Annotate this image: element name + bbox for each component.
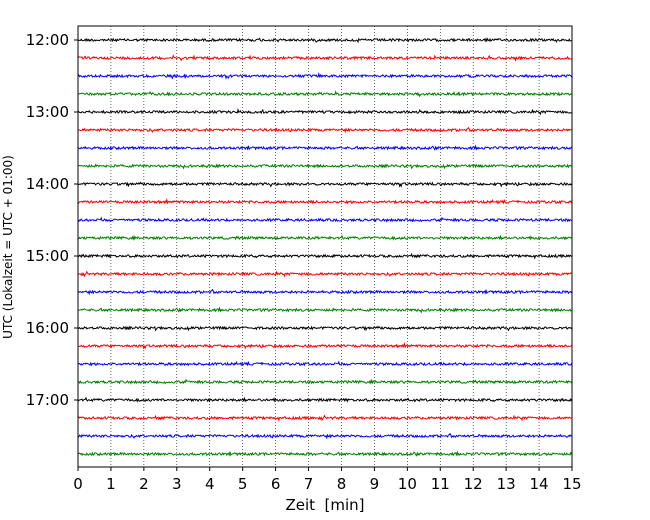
trace-line xyxy=(77,90,572,98)
x-axis-label: Zeit [min] xyxy=(285,496,364,514)
plot-frame xyxy=(77,25,573,468)
x-tick-label: 10 xyxy=(398,475,417,493)
x-tick-label: 11 xyxy=(431,475,450,493)
x-tick-label: 9 xyxy=(370,475,380,493)
y-tick-label: 12:00 xyxy=(26,31,69,49)
trace-line xyxy=(77,288,573,296)
trace-line xyxy=(77,378,573,385)
y-tick-label: 15:00 xyxy=(26,247,69,265)
x-tick-label: 14 xyxy=(530,475,549,493)
x-tick-label: 1 xyxy=(106,475,116,493)
trace-line xyxy=(77,107,572,116)
x-tick-label: 0 xyxy=(73,475,83,493)
trace-line xyxy=(77,126,572,134)
x-tick-label: 4 xyxy=(205,475,215,493)
trace-line xyxy=(77,341,572,350)
x-tick-label: 12 xyxy=(464,475,483,493)
plot-area xyxy=(78,26,572,467)
trace-line xyxy=(77,197,573,205)
x-tick-label: 5 xyxy=(238,475,248,493)
seismogram-traces xyxy=(77,37,573,457)
trace-line xyxy=(77,234,572,241)
trace-line xyxy=(77,37,572,44)
trace-line xyxy=(77,252,572,260)
y-tick-label: 13:00 xyxy=(26,103,69,121)
trace-line xyxy=(77,216,572,223)
y-tick-label: 16:00 xyxy=(26,319,69,337)
trace-line xyxy=(77,72,573,80)
trace-line xyxy=(77,144,572,151)
y-tick-label: 17:00 xyxy=(26,391,69,409)
trace-line xyxy=(77,414,572,422)
trace-line xyxy=(77,163,572,170)
trace-line xyxy=(77,360,573,367)
x-tick-label: 15 xyxy=(562,475,581,493)
trace-line xyxy=(77,432,572,440)
x-tick-label: 13 xyxy=(497,475,516,493)
trace-line xyxy=(77,325,573,332)
x-tick-label: 3 xyxy=(172,475,182,493)
trace-line xyxy=(77,396,573,403)
trace-line xyxy=(77,306,572,314)
trace-line xyxy=(77,270,572,278)
x-tick-label: 8 xyxy=(337,475,347,493)
x-tick-label: 6 xyxy=(271,475,281,493)
y-tick-label: 14:00 xyxy=(26,175,69,193)
trace-line xyxy=(77,181,572,188)
x-tick-label: 7 xyxy=(304,475,314,493)
x-axis-ticks: 0 1 2 3 4 5 6 7 8 9 10 11 12 13 14 15 xyxy=(73,467,582,493)
trace-line xyxy=(77,54,572,63)
trace-line xyxy=(77,450,573,457)
x-tick-label: 2 xyxy=(139,475,149,493)
y-axis-ticks: 12:00 13:00 14:00 15:00 16:00 17:00 xyxy=(26,31,78,409)
y-axis-label: UTC (Lokalzeit = UTC + 01:00) xyxy=(1,155,15,339)
